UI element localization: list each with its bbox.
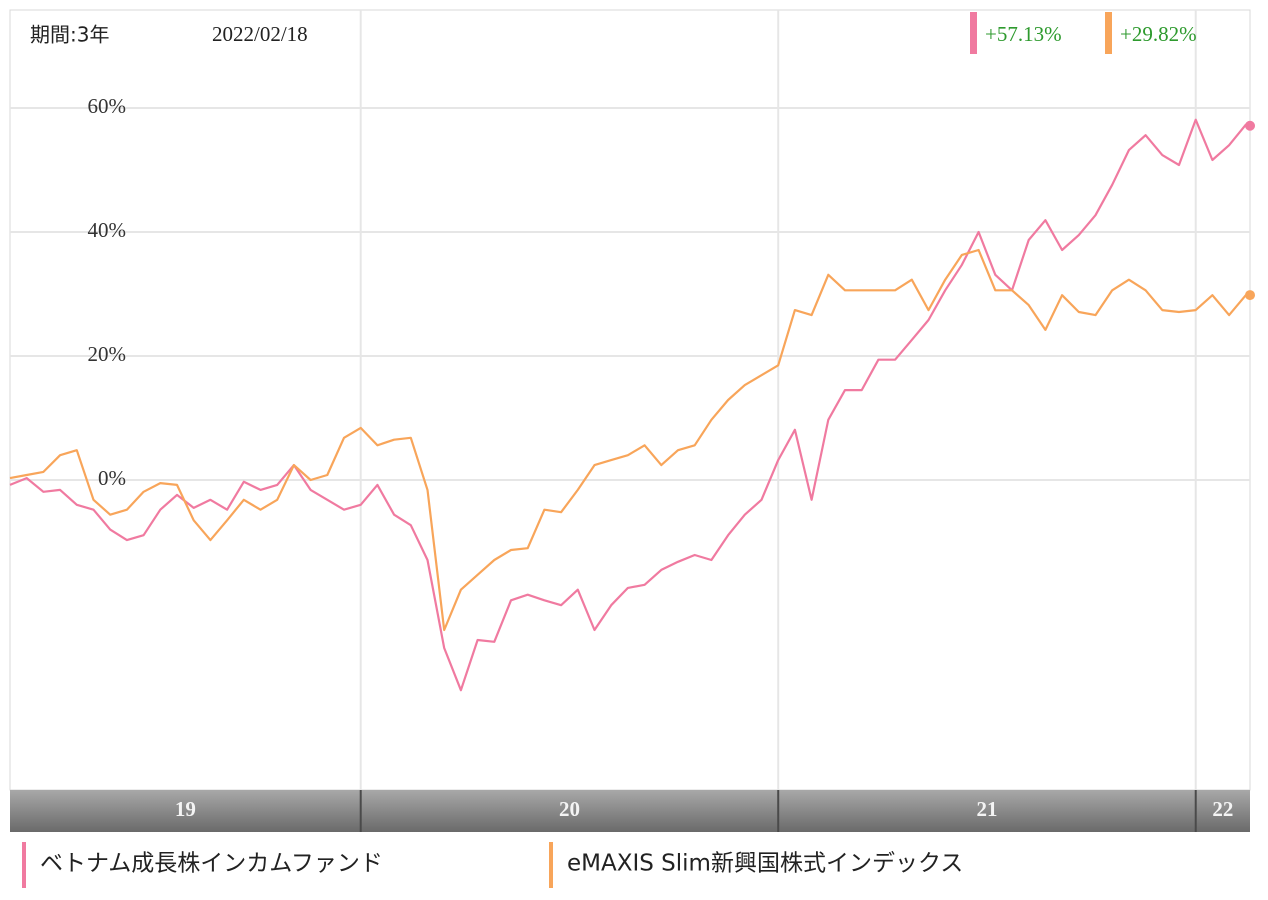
legend-label: eMAXIS Slim新興国株式インデックス xyxy=(567,851,963,877)
end-point xyxy=(1245,290,1255,301)
end-label-swatch xyxy=(970,12,977,54)
x-tick-label: 19 xyxy=(175,797,196,821)
x-tick-label: 21 xyxy=(976,797,997,821)
x-tick-label: 22 xyxy=(1212,797,1233,821)
end-label-swatch xyxy=(1105,12,1112,54)
x-tick-label: 20 xyxy=(559,797,580,821)
y-tick-label: 20% xyxy=(88,342,127,366)
end-label: +57.13% xyxy=(985,22,1062,46)
end-label: +29.82% xyxy=(1120,22,1197,46)
plot-frame xyxy=(9,9,1251,791)
date-label: 2022/02/18 xyxy=(212,22,308,46)
series-line xyxy=(9,248,1251,632)
legend-label: ベトナム成長株インカムファンド xyxy=(40,851,383,877)
y-tick-label: 0% xyxy=(98,466,126,490)
y-tick-label: 40% xyxy=(88,218,127,242)
year-bar xyxy=(10,790,1250,832)
period-label: 期間:3年 xyxy=(30,23,109,47)
end-point xyxy=(1245,120,1255,131)
legend-swatch xyxy=(22,842,26,888)
legend-swatch xyxy=(549,842,553,888)
series-line xyxy=(9,118,1251,692)
y-tick-label: 60% xyxy=(88,94,127,118)
